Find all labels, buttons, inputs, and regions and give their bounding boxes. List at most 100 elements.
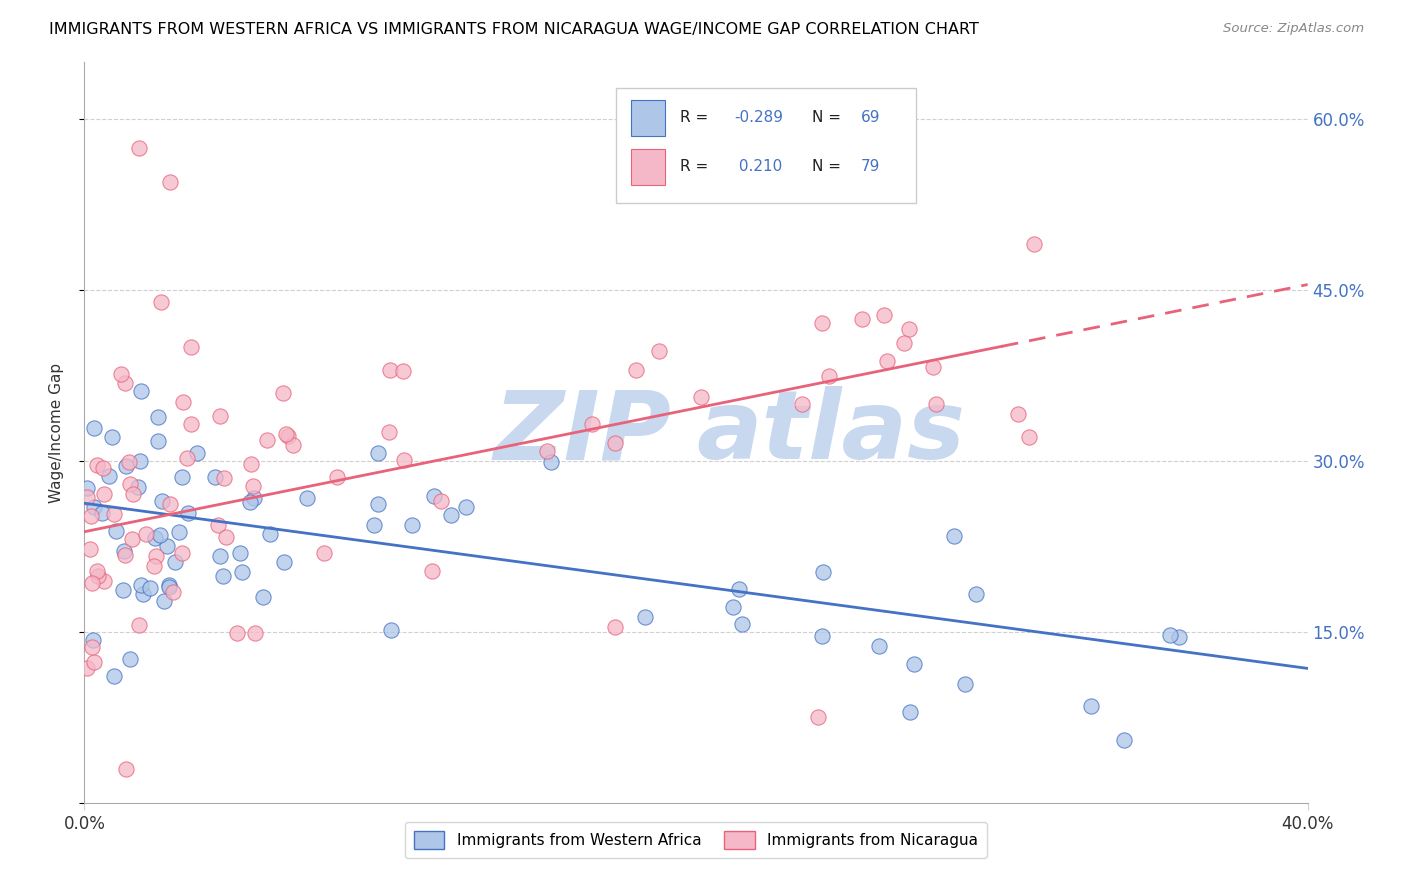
Text: R =: R = [681,160,713,174]
Point [146,434,169,448]
Point [274,427,297,442]
Point [157,580,180,594]
Point [76,490,98,504]
Point [172,395,194,409]
Point [851,312,873,326]
Text: Source: ZipAtlas.com: Source: ZipAtlas.com [1223,22,1364,36]
Point [367,497,389,511]
Point [898,705,921,719]
Point [129,578,152,592]
Point [111,582,134,597]
Point [581,417,603,432]
Point [367,446,389,460]
Point [128,141,150,155]
Point [281,438,304,452]
Point [163,555,186,569]
Point [82,575,104,590]
Point [1168,630,1191,644]
Point [818,369,841,384]
Point [603,620,626,634]
Point [252,590,274,604]
Point [943,529,966,543]
Point [208,549,231,563]
Point [79,541,101,556]
Point [380,624,402,638]
Point [172,546,194,560]
Point [180,417,202,432]
Point [377,425,399,439]
Point [807,710,830,724]
Point [132,587,155,601]
Point [1114,733,1136,747]
Point [170,470,193,484]
Point [148,528,170,542]
Point [93,574,115,588]
Point [1018,430,1040,444]
Point [83,656,105,670]
Text: 0.210: 0.210 [734,160,782,174]
FancyBboxPatch shape [616,88,917,203]
Point [869,639,891,653]
Point [326,470,349,484]
Point [731,617,754,632]
Point [314,546,336,560]
Point [392,364,415,378]
Point [150,494,173,508]
Point [728,582,751,597]
Point [103,669,125,683]
Point [243,491,266,505]
Legend: Immigrants from Western Africa, Immigrants from Nicaragua: Immigrants from Western Africa, Immigran… [405,822,987,858]
Point [925,396,948,410]
Point [143,558,166,573]
Point [225,626,247,640]
Point [790,397,813,411]
Point [231,566,253,580]
Point [76,661,98,675]
Text: IMMIGRANTS FROM WESTERN AFRICA VS IMMIGRANTS FROM NICARAGUA WAGE/INCOME GAP CORR: IMMIGRANTS FROM WESTERN AFRICA VS IMMIGR… [49,22,979,37]
Point [135,527,157,541]
Text: N =: N = [813,160,846,174]
Point [603,436,626,450]
Point [115,459,138,474]
Point [159,497,181,511]
Point [271,385,294,400]
Point [207,517,229,532]
Point [86,458,108,473]
Point [440,508,463,522]
Point [138,581,160,595]
Point [146,410,169,425]
Point [811,316,834,330]
Point [176,450,198,465]
Point [721,600,744,615]
Point [114,548,136,562]
Point [1007,407,1029,421]
Point [204,470,226,484]
Point [536,443,558,458]
Point [86,569,108,583]
Point [1080,698,1102,713]
Point [273,555,295,569]
Point [83,500,105,515]
Point [82,640,104,655]
Point [156,539,179,553]
Point [380,363,402,377]
Point [162,584,184,599]
Point [177,507,200,521]
Point [422,565,444,579]
Point [277,428,299,442]
Text: atlas: atlas [696,386,965,479]
Point [811,629,834,643]
Point [1024,236,1046,251]
Point [429,493,451,508]
Point [101,430,124,444]
Point [127,480,149,494]
Text: N =: N = [813,111,846,126]
Point [76,481,98,495]
Point [131,384,153,398]
Point [876,354,898,368]
Point [97,469,120,483]
Point [620,161,643,175]
Point [121,533,143,547]
Bar [631,100,665,136]
Point [83,421,105,435]
